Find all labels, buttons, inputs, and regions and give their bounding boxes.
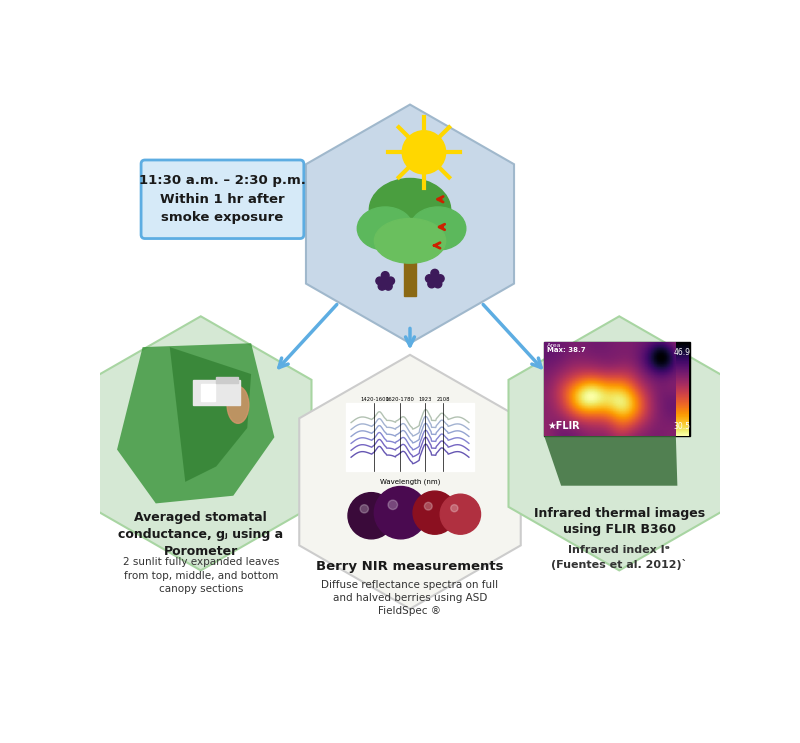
Text: 1620-1780: 1620-1780 [386, 397, 414, 402]
Ellipse shape [358, 207, 413, 250]
Circle shape [413, 491, 457, 534]
Text: Averaged stomatal
conductance, gⱼ using a
Porometer: Averaged stomatal conductance, gⱼ using … [118, 511, 283, 558]
Text: Infrared thermal images
using FLIR B360: Infrared thermal images using FLIR B360 [534, 507, 705, 536]
Ellipse shape [227, 386, 249, 424]
Ellipse shape [370, 178, 450, 241]
Polygon shape [299, 355, 521, 609]
Ellipse shape [374, 218, 446, 263]
Circle shape [378, 282, 386, 290]
Circle shape [374, 487, 427, 539]
Circle shape [440, 494, 481, 534]
Circle shape [386, 277, 394, 285]
Ellipse shape [410, 207, 466, 250]
Polygon shape [170, 347, 251, 482]
Circle shape [360, 504, 369, 513]
Polygon shape [306, 105, 514, 343]
Text: 1923: 1923 [418, 397, 432, 402]
Text: Max: 38.7: Max: 38.7 [547, 348, 586, 354]
Circle shape [402, 131, 446, 174]
Circle shape [431, 270, 438, 277]
Text: Infrared index Iᵊ
(Fuentes et al. 2012)`: Infrared index Iᵊ (Fuentes et al. 2012)` [551, 545, 687, 570]
Text: 11:30 a.m. – 2:30 p.m.
Within 1 hr after
smoke exposure: 11:30 a.m. – 2:30 p.m. Within 1 hr after… [139, 175, 306, 224]
Text: 30.5: 30.5 [674, 422, 690, 431]
Text: ★FLIR: ★FLIR [547, 421, 580, 431]
Circle shape [388, 500, 398, 510]
Circle shape [382, 277, 389, 285]
Circle shape [450, 504, 458, 512]
Bar [346, 403, 474, 471]
Circle shape [436, 275, 444, 282]
Text: Wavelength (nm): Wavelength (nm) [380, 478, 440, 484]
Text: 46.9: 46.9 [674, 348, 690, 357]
Circle shape [376, 277, 384, 285]
Text: Berry NIR measurements: Berry NIR measurements [316, 560, 504, 574]
Polygon shape [509, 317, 730, 571]
Circle shape [431, 275, 438, 282]
Text: 2108: 2108 [436, 397, 450, 402]
Bar [193, 380, 239, 405]
Circle shape [434, 280, 442, 288]
Text: Diffuse reflectance spectra on full
and halved berries using ASD
FieldSpec ®: Diffuse reflectance spectra on full and … [322, 580, 498, 616]
Polygon shape [117, 343, 274, 504]
Circle shape [428, 280, 435, 288]
Bar [216, 377, 238, 383]
Bar [404, 256, 416, 296]
Polygon shape [544, 435, 678, 486]
Polygon shape [90, 317, 311, 571]
Text: 2 sunlit fully expanded leaves
from top, middle, and bottom
canopy sections: 2 sunlit fully expanded leaves from top,… [122, 557, 279, 594]
Circle shape [382, 272, 389, 279]
FancyBboxPatch shape [141, 160, 304, 239]
Bar [201, 384, 214, 401]
Circle shape [348, 493, 394, 539]
Circle shape [385, 282, 392, 290]
Circle shape [426, 275, 434, 282]
Circle shape [424, 502, 432, 510]
Bar [544, 342, 690, 435]
Text: 1420-1600: 1420-1600 [360, 397, 389, 402]
Text: Area: Area [547, 343, 562, 348]
